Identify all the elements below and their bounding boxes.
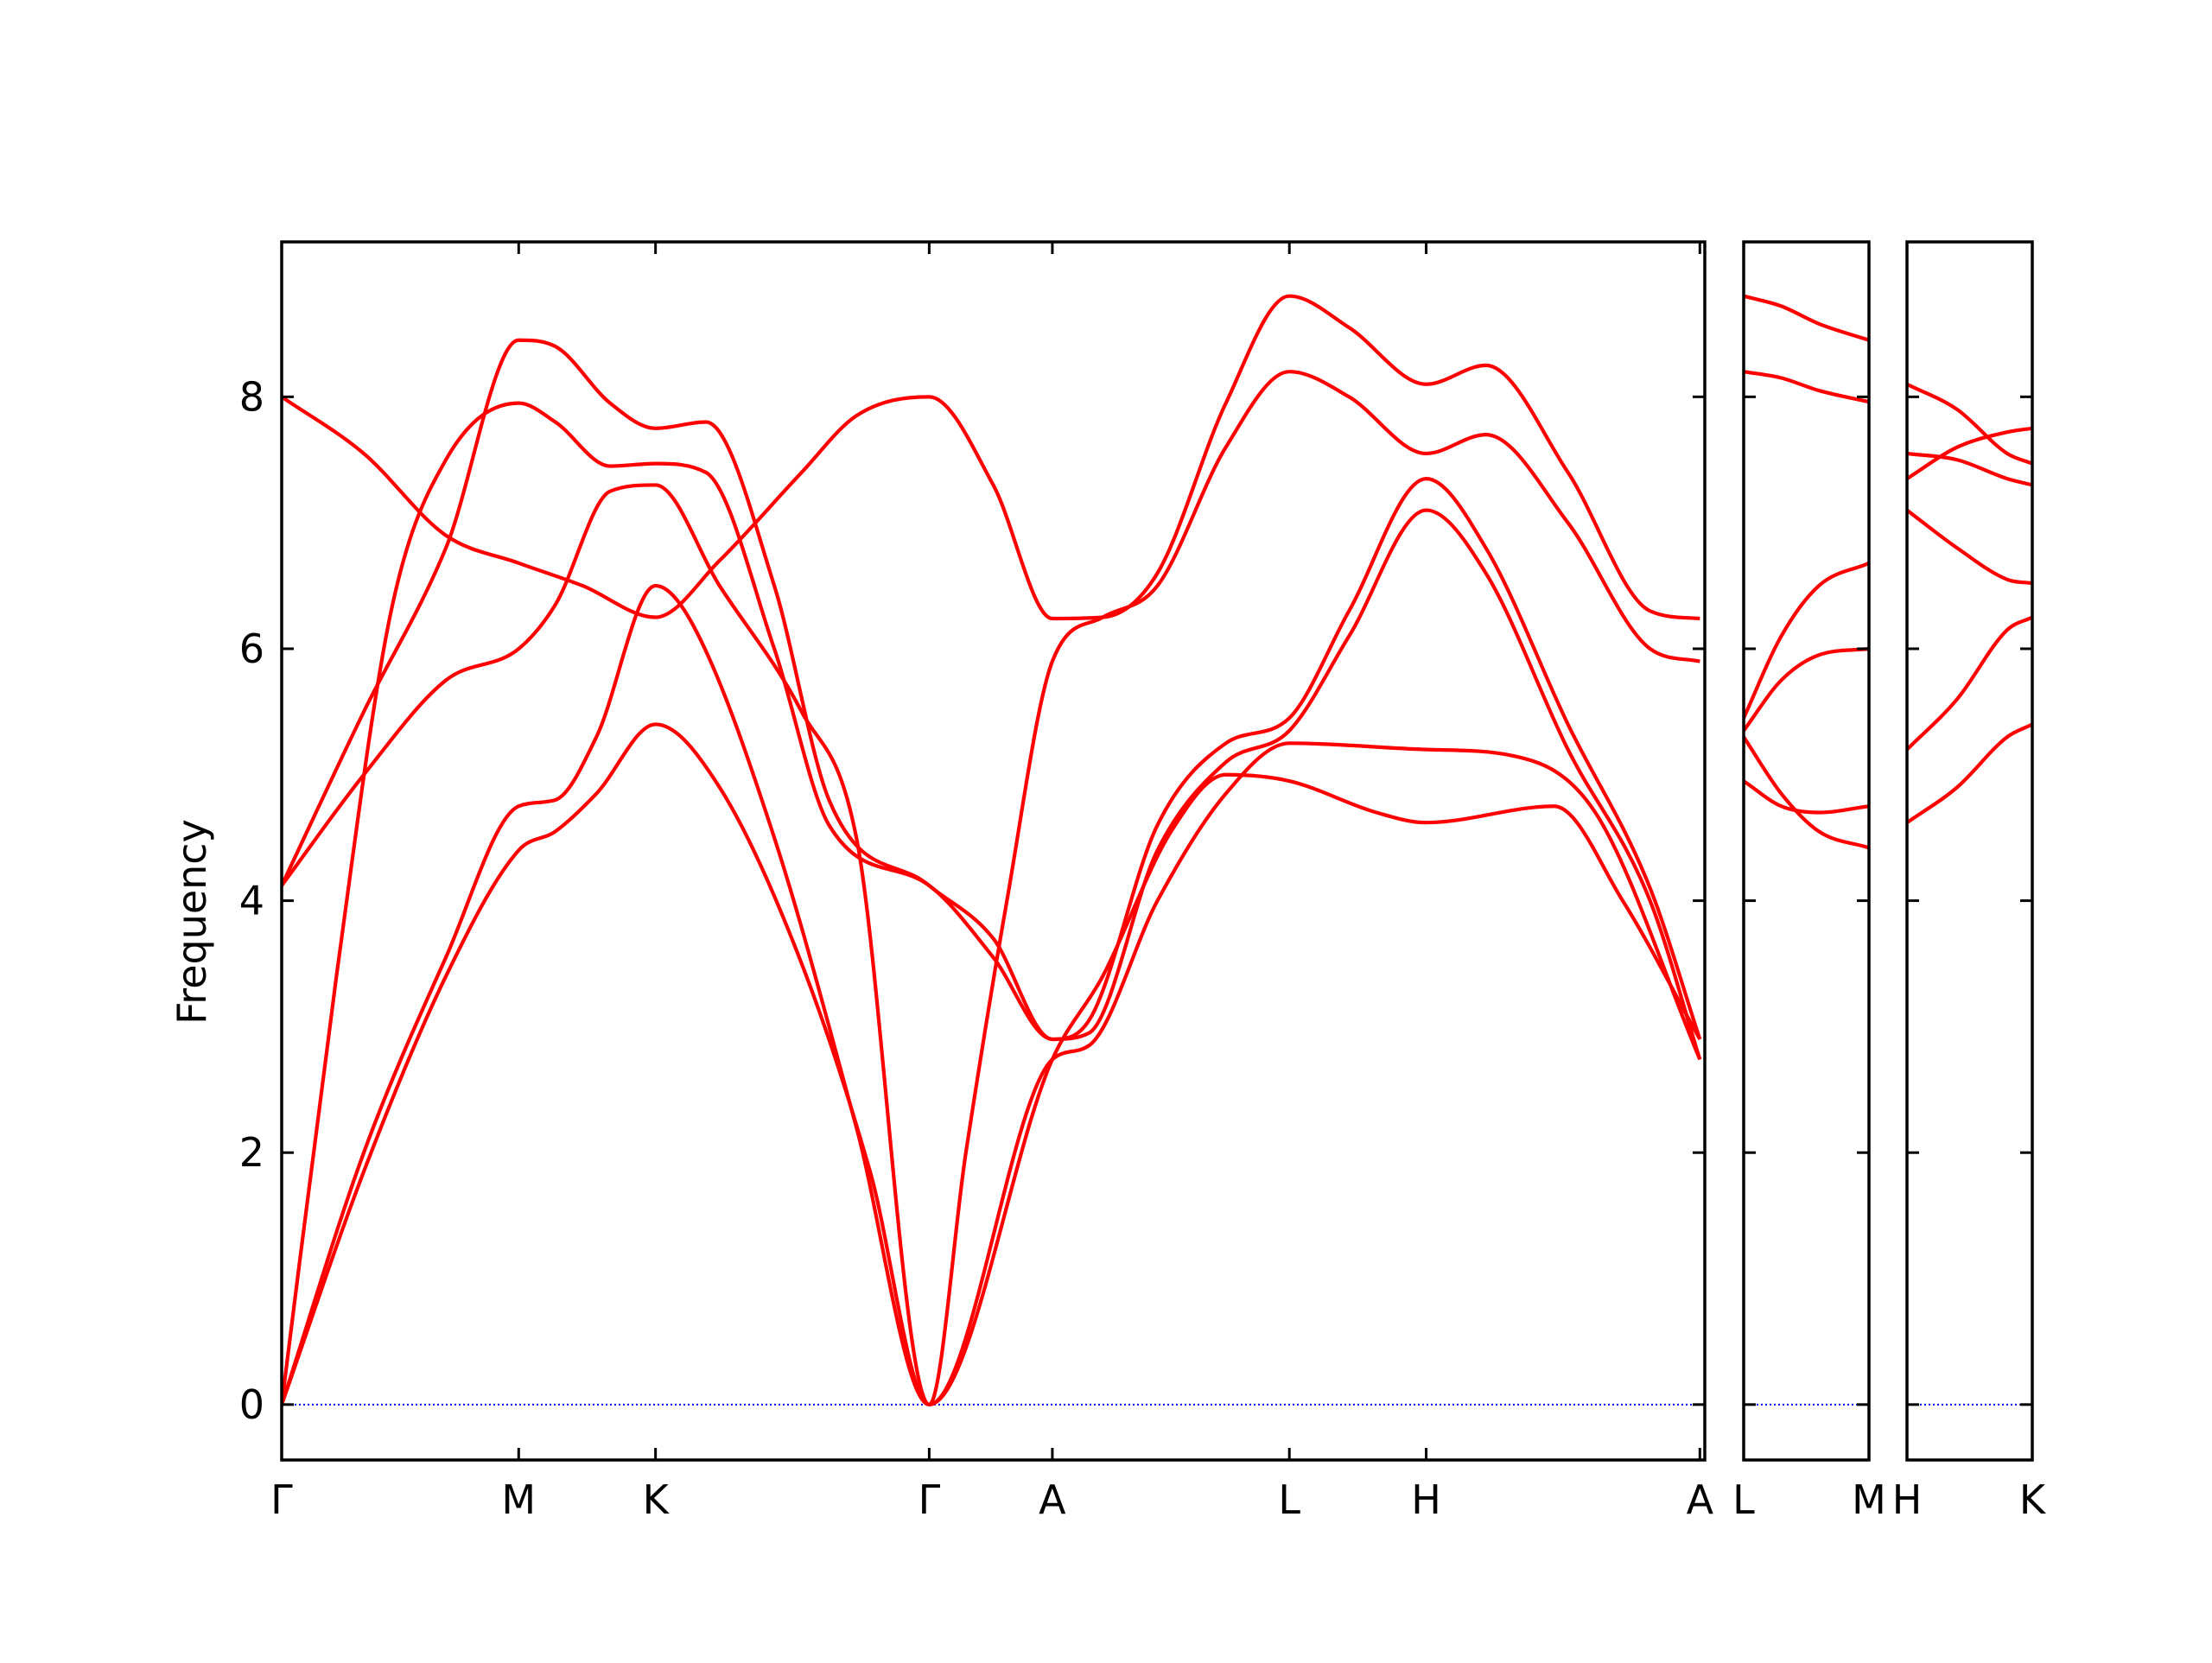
bands-group: [282, 294, 1702, 1406]
x-tick-label: H: [1411, 1476, 1441, 1523]
x-tick-label: L: [1278, 1476, 1300, 1523]
axes-frame: [1742, 240, 1871, 1462]
series-line-band-3: [1744, 646, 1869, 733]
series-line-band-5: [282, 370, 1700, 1406]
bands-group: [1907, 382, 2032, 824]
series-line-band-2: [282, 583, 1702, 1406]
x-tick-label: K: [2019, 1476, 2047, 1523]
y-axis-title-group: Frequency: [168, 819, 215, 1025]
x-tick-label: M: [1852, 1476, 1886, 1523]
y-axis-title: Frequency: [168, 819, 215, 1025]
series-line-band-4: [1907, 426, 2032, 480]
series-line-band-6: [1744, 294, 1869, 342]
y-tick-label: 0: [239, 1381, 264, 1428]
series-line-band-1: [1744, 735, 1869, 850]
x-tick-label: A: [1039, 1476, 1066, 1523]
x-tick-label: H: [1892, 1476, 1923, 1523]
x-tick-label: K: [643, 1476, 671, 1523]
series-line-band-2: [1744, 779, 1869, 815]
series-line-band-4: [282, 338, 1702, 1042]
axes-frame: [1905, 240, 2034, 1462]
y-tick-label: 2: [239, 1129, 264, 1176]
series-line-band-2: [1907, 615, 2032, 752]
series-line-band-4: [1744, 561, 1869, 720]
series-line-band-5: [1744, 370, 1869, 404]
y-tick-label: 6: [239, 625, 264, 672]
series-line-band-5: [1907, 451, 2032, 487]
x-tick-label: Γ: [270, 1476, 293, 1523]
series-line-band-3: [1907, 508, 2032, 586]
x-tick-label: Γ: [918, 1476, 941, 1523]
y-tick-label: 8: [239, 373, 264, 420]
panel-main-path: 0 2 4 6 8 Γ M K Γ A L H A: [239, 240, 1714, 1523]
axes-frame: [280, 240, 1707, 1462]
series-line-band-1: [282, 722, 1702, 1406]
series-line-band-6: [282, 294, 1700, 621]
series-line-band-6: [1907, 382, 2032, 466]
x-tick-label: L: [1732, 1476, 1755, 1523]
x-tick-label: M: [501, 1476, 536, 1523]
y-tick-label: 4: [239, 878, 264, 924]
bands-group: [1744, 294, 1869, 850]
series-line-band-1: [1907, 722, 2032, 824]
x-tick-label: A: [1687, 1476, 1714, 1523]
